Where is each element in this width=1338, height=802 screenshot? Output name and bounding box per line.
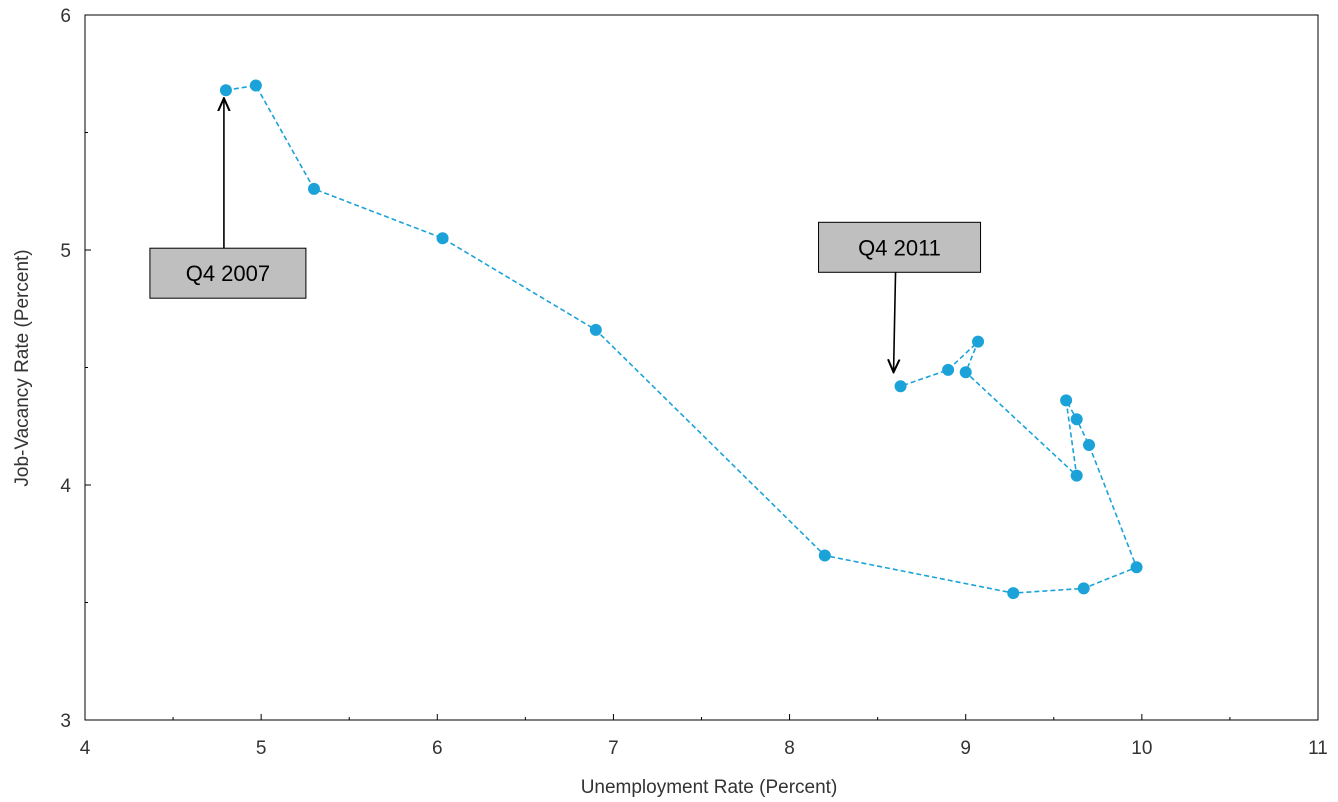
x-tick-label: 10 [1131, 738, 1152, 759]
y-tick-label: 5 [60, 241, 71, 262]
data-point [894, 380, 907, 393]
data-point [1130, 561, 1143, 574]
data-point [219, 84, 232, 97]
data-point [942, 363, 955, 376]
x-tick-label: 7 [608, 738, 619, 759]
data-point [307, 182, 320, 195]
annotation-box [149, 247, 307, 299]
annotations: Q4 2007 Q4 2011 [149, 98, 982, 372]
data-series [219, 79, 1143, 600]
data-point [436, 232, 449, 245]
y-tick-label: 3 [60, 711, 71, 732]
plot-frame [84, 14, 1319, 721]
annotation-arrow [894, 272, 896, 372]
data-point [1060, 394, 1073, 407]
annotation-label: Q4 2011 [858, 235, 941, 260]
y-tick-label: 4 [60, 476, 71, 497]
annotation-label: Q4 2007 [186, 261, 270, 286]
data-point [1077, 582, 1090, 595]
x-tick-label: 6 [432, 738, 443, 759]
x-axis-title: Unemployment Rate (Percent) [581, 777, 838, 798]
annotation-callout: Q4 2011 [818, 221, 982, 372]
x-tick-label: 4 [80, 738, 91, 759]
y-axis-title: Job-Vacancy Rate (Percent) [12, 249, 33, 486]
y-axis-title-group: Job-Vacancy Rate (Percent) [12, 249, 33, 486]
y-tick-label: 6 [60, 6, 71, 27]
x-tick-label: 9 [960, 738, 971, 759]
data-point [1070, 469, 1083, 482]
series-line [225, 84, 1138, 594]
annotation-box [818, 221, 982, 273]
annotation-callout: Q4 2007 [149, 98, 307, 299]
x-tick-label: 11 [1308, 738, 1328, 759]
data-point [959, 366, 972, 379]
data-point [249, 79, 262, 92]
data-point [1070, 413, 1083, 426]
plot-axes [84, 14, 1319, 721]
data-point [1007, 587, 1020, 600]
x-tick-label: 8 [784, 738, 795, 759]
data-point [818, 549, 831, 562]
data-point [589, 323, 602, 336]
data-point [1083, 439, 1096, 452]
data-point [972, 335, 985, 348]
x-tick-label: 5 [256, 738, 267, 759]
